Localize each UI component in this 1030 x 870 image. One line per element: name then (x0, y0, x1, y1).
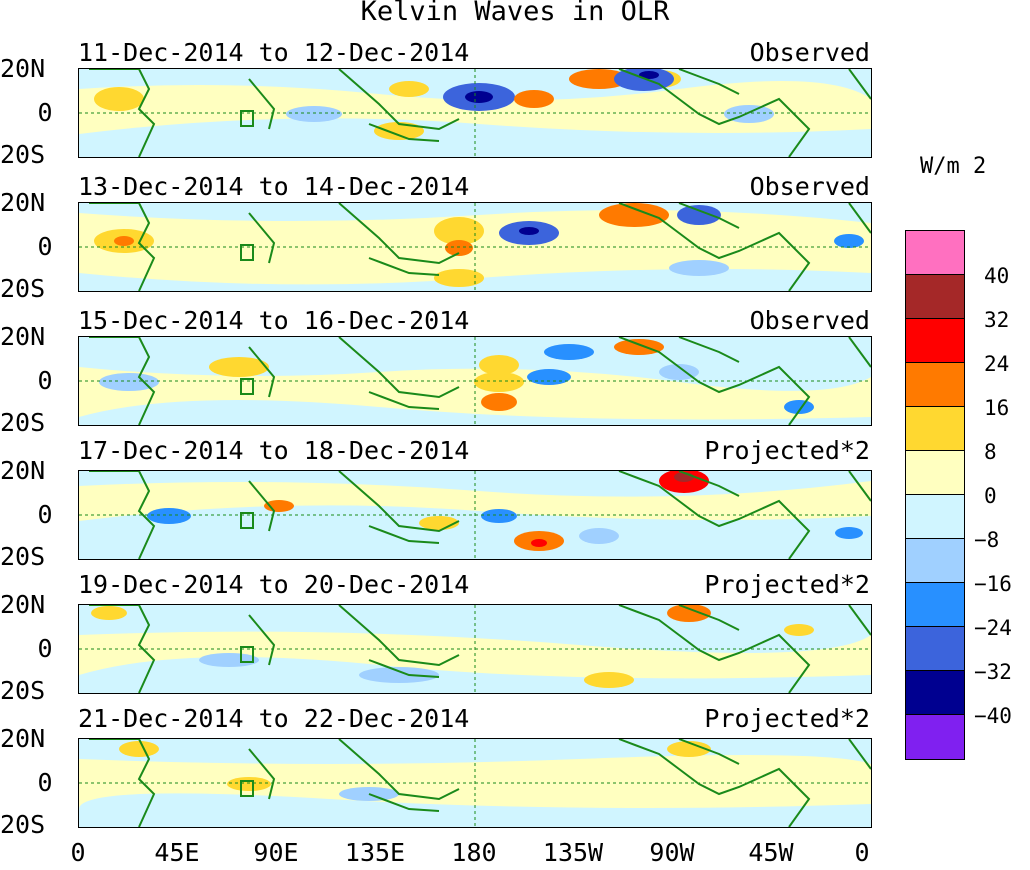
lon-label-45e: 45E (154, 838, 200, 867)
panel-6-kind-label: Projected*2 (704, 704, 870, 733)
panel-3-date-range: 15-Dec-2014 to 16-Dec-2014 (78, 306, 470, 335)
panel-2-date-range: 13-Dec-2014 to 14-Dec-2014 (78, 172, 470, 201)
panel-1-lat-0: 0 (37, 98, 53, 127)
panel-1-map (78, 68, 872, 158)
panel-6-lat-0: 0 (37, 768, 53, 797)
panel-5-date-range: 19-Dec-2014 to 20-Dec-2014 (78, 570, 470, 599)
lon-label-0-end: 0 (854, 838, 870, 867)
panel-2-map (78, 202, 872, 292)
panel-4-kind-label: Projected*2 (704, 436, 870, 465)
panel-1-kind-label: Observed (749, 38, 870, 67)
panel-3-lat-0: 0 (37, 366, 53, 395)
legend-color-box (906, 363, 964, 407)
lon-label-0: 0 (70, 838, 86, 867)
legend-color-box (906, 627, 964, 671)
legend-color-box (906, 715, 964, 759)
lon-label-90w: 90W (649, 838, 695, 867)
legend-color-box (906, 407, 964, 451)
panel-4-lat-20s: 20S (0, 542, 46, 571)
panel-4-lat-0: 0 (37, 500, 53, 529)
lon-label-90e: 90E (253, 838, 299, 867)
lon-label-135e: 135E (344, 838, 406, 867)
legend-tick-neg24: −24 (974, 616, 1012, 640)
legend-color-box (906, 319, 964, 363)
panel-6-map (78, 738, 872, 828)
panel-6-lat-20n: 20N (0, 724, 46, 753)
panel-1-lat-20n: 20N (0, 54, 46, 83)
panel-3-map (78, 336, 872, 426)
legend-tick-8: 8 (984, 440, 997, 464)
panel-5-kind-label: Projected*2 (704, 570, 870, 599)
legend-color-box (906, 671, 964, 715)
legend-color-box (906, 275, 964, 319)
lon-label-45w: 45W (748, 838, 794, 867)
legend-tick-neg8: −8 (974, 528, 1000, 552)
panel-6-date-range: 21-Dec-2014 to 22-Dec-2014 (78, 704, 470, 733)
chart-title: Kelvin Waves in OLR (360, 0, 670, 27)
panel-4-date-range: 17-Dec-2014 to 18-Dec-2014 (78, 436, 470, 465)
panel-5-lat-20s: 20S (0, 676, 46, 705)
legend-tick-neg40: −40 (974, 704, 1012, 728)
legend-tick-32: 32 (984, 308, 1010, 332)
panel-4-map (78, 470, 872, 560)
panel-5-lat-0: 0 (37, 634, 53, 663)
panel-4-lat-20n: 20N (0, 456, 46, 485)
panel-2-lat-0: 0 (37, 232, 53, 261)
legend-units: W/m 2 (920, 154, 987, 179)
panel-3-lat-20n: 20N (0, 322, 46, 351)
legend-color-box (906, 583, 964, 627)
legend-tick-neg16: −16 (974, 572, 1012, 596)
lon-label-135w: 135W (542, 838, 604, 867)
legend-color-box (906, 231, 964, 275)
legend-tick-16: 16 (984, 396, 1010, 420)
panel-1-lat-20s: 20S (0, 140, 46, 169)
panel-2-kind-label: Observed (749, 172, 870, 201)
panel-2-lat-20n: 20N (0, 188, 46, 217)
legend-color-box (906, 539, 964, 583)
legend-tick-40: 40 (984, 264, 1010, 288)
color-legend (905, 230, 965, 760)
panel-2-lat-20s: 20S (0, 274, 46, 303)
panel-6-lat-20s: 20S (0, 810, 46, 839)
legend-color-box (906, 495, 964, 539)
panel-3-lat-20s: 20S (0, 408, 46, 437)
panel-5-lat-20n: 20N (0, 590, 46, 619)
panel-3-kind-label: Observed (749, 306, 870, 335)
legend-tick-neg32: −32 (974, 660, 1012, 684)
panel-5-map (78, 604, 872, 694)
legend-tick-0: 0 (984, 484, 997, 508)
legend-tick-24: 24 (984, 352, 1010, 376)
panel-1-date-range: 11-Dec-2014 to 12-Dec-2014 (78, 38, 470, 67)
legend-color-box (906, 451, 964, 495)
lon-label-180: 180 (451, 838, 497, 867)
